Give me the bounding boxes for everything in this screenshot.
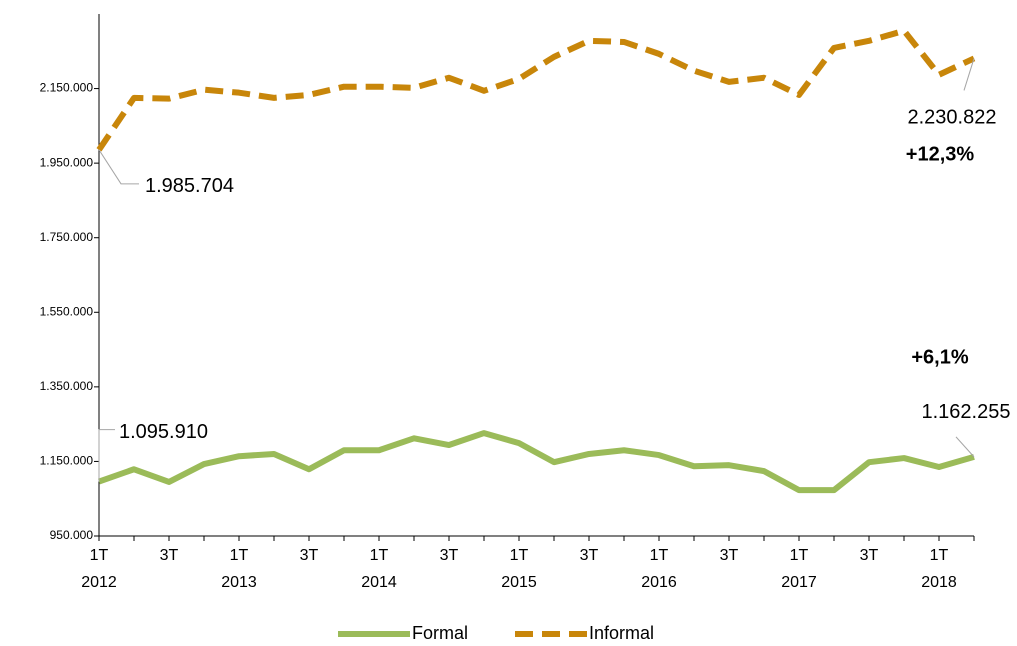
- data-label: 2.230.822: [908, 107, 997, 129]
- x-year-label: 2012: [81, 574, 117, 591]
- y-tick-label: 1.950.000: [40, 155, 94, 169]
- data-label: 1.095.910: [119, 421, 208, 443]
- y-tick-label: 1.550.000: [40, 304, 94, 318]
- annotation: +12,3%: [906, 143, 975, 165]
- x-tick-label: 1T: [790, 547, 809, 564]
- data-label: 1.985.704: [145, 175, 234, 197]
- x-tick-label: 1T: [370, 547, 389, 564]
- leader-line: [98, 149, 139, 185]
- y-tick-label: 2.150.000: [40, 81, 94, 95]
- x-tick-label: 3T: [440, 547, 459, 564]
- leader-line: [963, 58, 975, 91]
- x-tick-label: 3T: [580, 547, 599, 564]
- legend-label: Formal: [412, 623, 468, 643]
- y-tick-label: 1.750.000: [40, 230, 94, 244]
- leader-line: [98, 429, 115, 482]
- x-tick-label: 3T: [720, 547, 739, 564]
- x-year-label: 2017: [781, 574, 817, 591]
- x-year-label: 2015: [501, 574, 537, 591]
- x-tick-label: 3T: [300, 547, 319, 564]
- series-line: [96, 27, 976, 152]
- y-tick-label: 1.350.000: [40, 379, 94, 393]
- x-year-label: 2016: [641, 574, 677, 591]
- legend-label: Informal: [589, 623, 654, 643]
- annotation: +6,1%: [911, 346, 968, 368]
- x-tick-label: 3T: [860, 547, 879, 564]
- series-line: [98, 430, 975, 494]
- x-tick-label: 1T: [90, 547, 109, 564]
- y-tick-label: 1.150.000: [40, 454, 94, 468]
- leader-line: [955, 436, 975, 458]
- x-tick-label: 1T: [650, 547, 669, 564]
- x-year-label: 2018: [921, 574, 957, 591]
- x-year-label: 2014: [361, 574, 397, 591]
- x-tick-label: 1T: [930, 547, 949, 564]
- x-year-label: 2013: [221, 574, 257, 591]
- data-label: 1.162.255: [922, 401, 1011, 423]
- y-tick-label: 950.000: [50, 528, 94, 542]
- x-tick-label: 3T: [160, 547, 179, 564]
- x-tick-label: 1T: [510, 547, 529, 564]
- x-tick-label: 1T: [230, 547, 249, 564]
